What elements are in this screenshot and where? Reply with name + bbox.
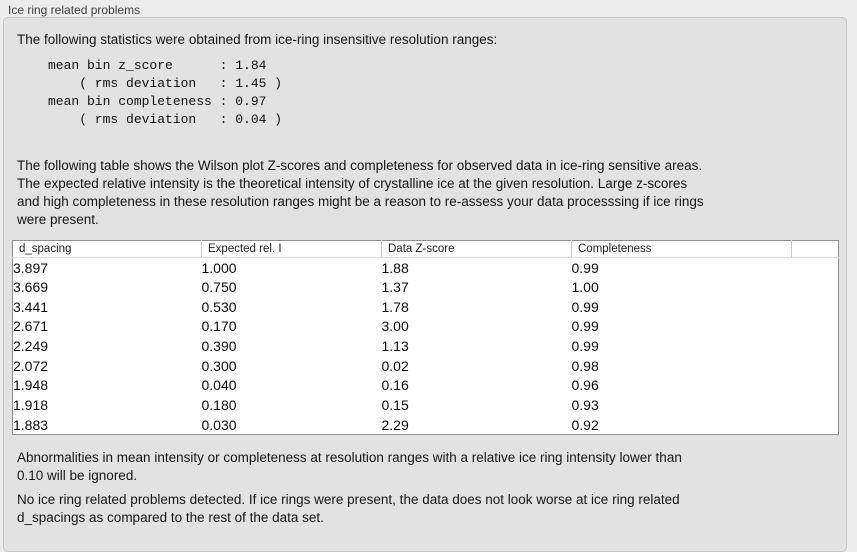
- cell-completeness: 0.99: [571, 318, 599, 335]
- cell-data-z-score: 1.78: [381, 298, 409, 315]
- cell-data-z-score: 1.88: [381, 259, 409, 276]
- ignore-footnote-text: Abnormalities in mean intensity or compl…: [17, 450, 682, 483]
- cell-data-z-score: 0.02: [381, 357, 409, 374]
- cell-d-spacing: 2.072: [13, 357, 49, 374]
- cell-data-z-score: 0.15: [381, 397, 409, 414]
- cell-data-z-score: 1.37: [381, 279, 409, 296]
- column-header-d-spacing: d_spacing: [12, 240, 202, 258]
- conclusion-text: No ice ring related problems detected. I…: [17, 492, 680, 525]
- cell-expected-rel-i: 0.300: [201, 357, 237, 374]
- cell-expected-rel-i: 0.170: [201, 318, 237, 335]
- cell-d-spacing: 1.918: [13, 397, 49, 414]
- table-row[interactable]: 1.918 0.180 0.15 0.93: [13, 395, 839, 415]
- cell-expected-rel-i: 1.000: [201, 259, 237, 276]
- table-header-row: d_spacing Expected rel. I Data Z-score C…: [12, 240, 839, 258]
- cell-d-spacing: 1.883: [13, 416, 49, 433]
- cell-expected-rel-i: 0.390: [201, 338, 237, 355]
- table-row[interactable]: 2.249 0.390 1.13 0.99: [13, 336, 839, 356]
- cell-expected-rel-i: 0.030: [201, 416, 237, 433]
- cell-completeness: 0.99: [571, 298, 599, 315]
- column-header-data-z-score: Data Z-score: [381, 240, 572, 258]
- table-note-text: The following table shows the Wilson plo…: [17, 158, 704, 227]
- cell-data-z-score: 0.16: [381, 377, 409, 394]
- table-row[interactable]: 3.669 0.750 1.37 1.00: [13, 277, 839, 297]
- intro-text: The following statistics were obtained f…: [17, 32, 498, 47]
- stats-block: mean bin z_score : 1.84 ( rms deviation …: [48, 58, 283, 127]
- cell-d-spacing: 1.948: [13, 377, 49, 394]
- cell-d-spacing: 2.249: [13, 338, 49, 355]
- table-row[interactable]: 2.072 0.300 0.02 0.98: [13, 356, 839, 376]
- cell-completeness: 0.99: [571, 259, 599, 276]
- column-header-expected-rel-i: Expected rel. I: [201, 240, 382, 258]
- cell-completeness: 0.93: [571, 397, 599, 414]
- ice-ring-panel: { "colors": { "page_bg": "#ececec", "pan…: [3, 3, 847, 552]
- cell-data-z-score: 2.29: [381, 416, 409, 433]
- cell-data-z-score: 1.13: [381, 338, 409, 355]
- cell-expected-rel-i: 0.180: [201, 397, 237, 414]
- table-row[interactable]: 3.441 0.530 1.78 0.99: [13, 297, 839, 317]
- cell-d-spacing: 3.441: [13, 298, 49, 315]
- cell-completeness: 0.92: [571, 416, 599, 433]
- cell-completeness: 1.00: [571, 279, 599, 296]
- table-row[interactable]: 3.897 1.000 1.88 0.99: [13, 258, 839, 278]
- ice-ring-group-box: The following statistics were obtained f…: [3, 17, 847, 552]
- table-row[interactable]: 1.883 0.030 2.29 0.92: [13, 415, 839, 435]
- cell-expected-rel-i: 0.750: [201, 279, 237, 296]
- cell-completeness: 0.96: [571, 377, 599, 394]
- cell-d-spacing: 2.671: [13, 318, 49, 335]
- cell-d-spacing: 3.669: [13, 279, 49, 296]
- cell-expected-rel-i: 0.040: [201, 377, 237, 394]
- cell-data-z-score: 3.00: [381, 318, 409, 335]
- column-header-empty: [791, 240, 839, 258]
- cell-expected-rel-i: 0.530: [201, 298, 237, 315]
- table-row[interactable]: 2.671 0.170 3.00 0.99: [13, 317, 839, 337]
- cell-completeness: 0.99: [571, 338, 599, 355]
- ice-ring-table[interactable]: d_spacing Expected rel. I Data Z-score C…: [12, 240, 839, 436]
- panel-title: Ice ring related problems: [8, 3, 141, 17]
- cell-completeness: 0.98: [571, 357, 599, 374]
- table-row[interactable]: 1.948 0.040 0.16 0.96: [13, 376, 839, 396]
- cell-d-spacing: 3.897: [13, 259, 49, 276]
- column-header-completeness: Completeness: [571, 240, 792, 258]
